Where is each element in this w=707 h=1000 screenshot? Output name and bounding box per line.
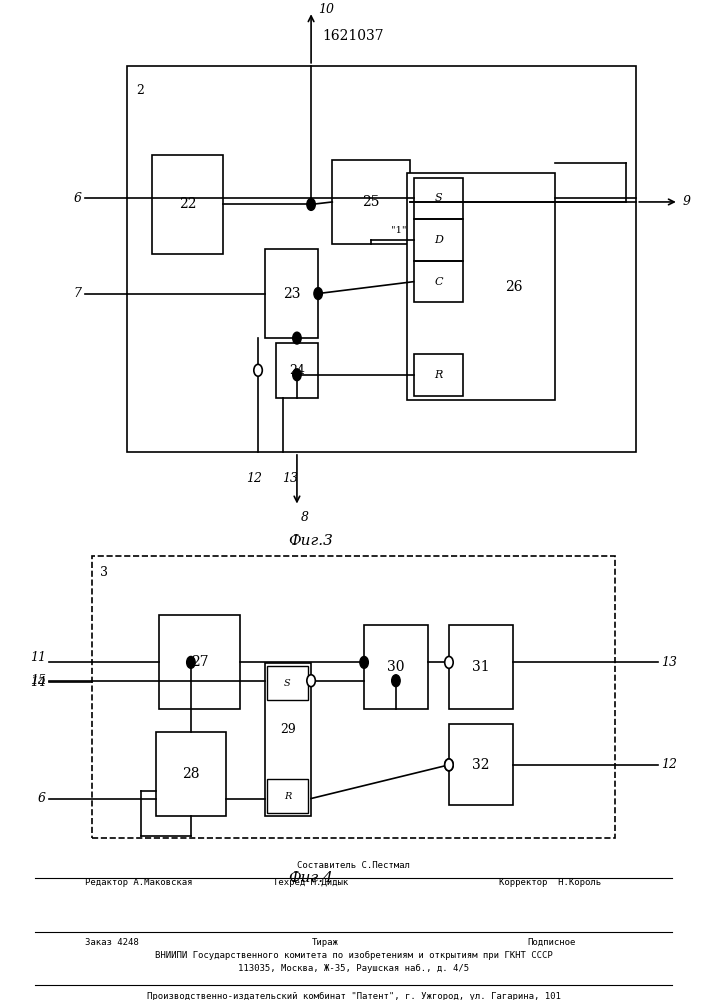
Bar [414,354,463,396]
Text: 8: 8 [300,511,308,524]
Circle shape [254,364,262,376]
Text: 113035, Москва, Ж-35, Раушская наб., д. 4/5: 113035, Москва, Ж-35, Раушская наб., д. … [238,964,469,973]
Text: 11: 11 [30,651,46,664]
Text: C: C [434,277,443,287]
Bar [332,160,410,244]
Bar [127,66,636,452]
Bar [152,155,223,254]
Circle shape [445,759,453,771]
Bar [414,178,463,219]
Bar [449,625,513,709]
Text: Редактор А.Маковская: Редактор А.Маковская [85,878,192,887]
Text: 30: 30 [387,660,404,674]
Text: 14: 14 [30,676,46,689]
Text: 1621037: 1621037 [322,29,385,43]
Text: 27: 27 [191,655,209,669]
Bar [265,249,318,338]
Bar [156,732,226,816]
Bar [267,779,308,813]
Text: Фиг.3: Фиг.3 [288,534,334,548]
Bar [414,261,463,302]
Text: 25: 25 [363,195,380,209]
Bar [276,343,318,398]
Text: 22: 22 [179,197,196,211]
Circle shape [445,656,453,668]
Text: 12: 12 [661,758,677,771]
Circle shape [392,675,400,687]
Text: Составитель С.Пестмал: Составитель С.Пестмал [297,861,410,870]
Text: 13: 13 [661,656,677,669]
Text: Фиг.4: Фиг.4 [288,871,334,885]
Text: 28: 28 [182,767,199,781]
Text: 31: 31 [472,660,489,674]
Text: 23: 23 [283,287,300,301]
Circle shape [445,759,453,771]
Text: 6: 6 [38,792,46,805]
Bar [364,625,428,709]
Text: Тираж: Тираж [312,938,339,947]
Text: 6: 6 [74,192,81,205]
Text: S: S [435,193,442,203]
Text: 24: 24 [289,364,305,377]
Text: 26: 26 [505,280,522,294]
Circle shape [360,656,368,668]
Bar [267,666,308,700]
Bar [407,173,555,400]
Bar [414,219,463,261]
Text: 7: 7 [74,287,81,300]
Text: Подписное: Подписное [527,938,575,947]
Circle shape [314,288,322,299]
Text: ВНИИПИ Государственного комитета по изобретениям и открытиям при ГКНТ СССР: ВНИИПИ Государственного комитета по изоб… [155,950,552,960]
Bar [449,724,513,805]
Circle shape [307,198,315,210]
Bar [265,663,311,816]
Text: D: D [434,235,443,245]
Text: 12: 12 [247,472,262,485]
Text: S: S [284,679,291,688]
Text: 29: 29 [280,723,296,736]
Text: Техред М.Дидык: Техред М.Дидык [274,878,349,887]
Bar [159,615,240,709]
Text: R: R [284,792,291,801]
Circle shape [307,675,315,687]
Text: Заказ 4248: Заказ 4248 [85,938,139,947]
Text: 15: 15 [30,674,46,687]
Bar [92,556,615,838]
Text: "1": "1" [391,226,407,235]
Circle shape [293,369,301,381]
Circle shape [187,656,195,668]
Text: Производственно-издательский комбинат "Патент", г. Ужгород, ул. Гагарина, 101: Производственно-издательский комбинат "П… [146,992,561,1000]
Text: R: R [434,370,443,380]
Text: 2: 2 [136,84,144,97]
Text: 13: 13 [282,472,298,485]
Text: Корректор  Н.Король: Корректор Н.Король [499,878,601,887]
Text: 32: 32 [472,758,489,772]
Circle shape [293,332,301,344]
Text: 10: 10 [318,3,334,16]
Text: 3: 3 [100,566,108,579]
Text: 9: 9 [682,195,690,208]
